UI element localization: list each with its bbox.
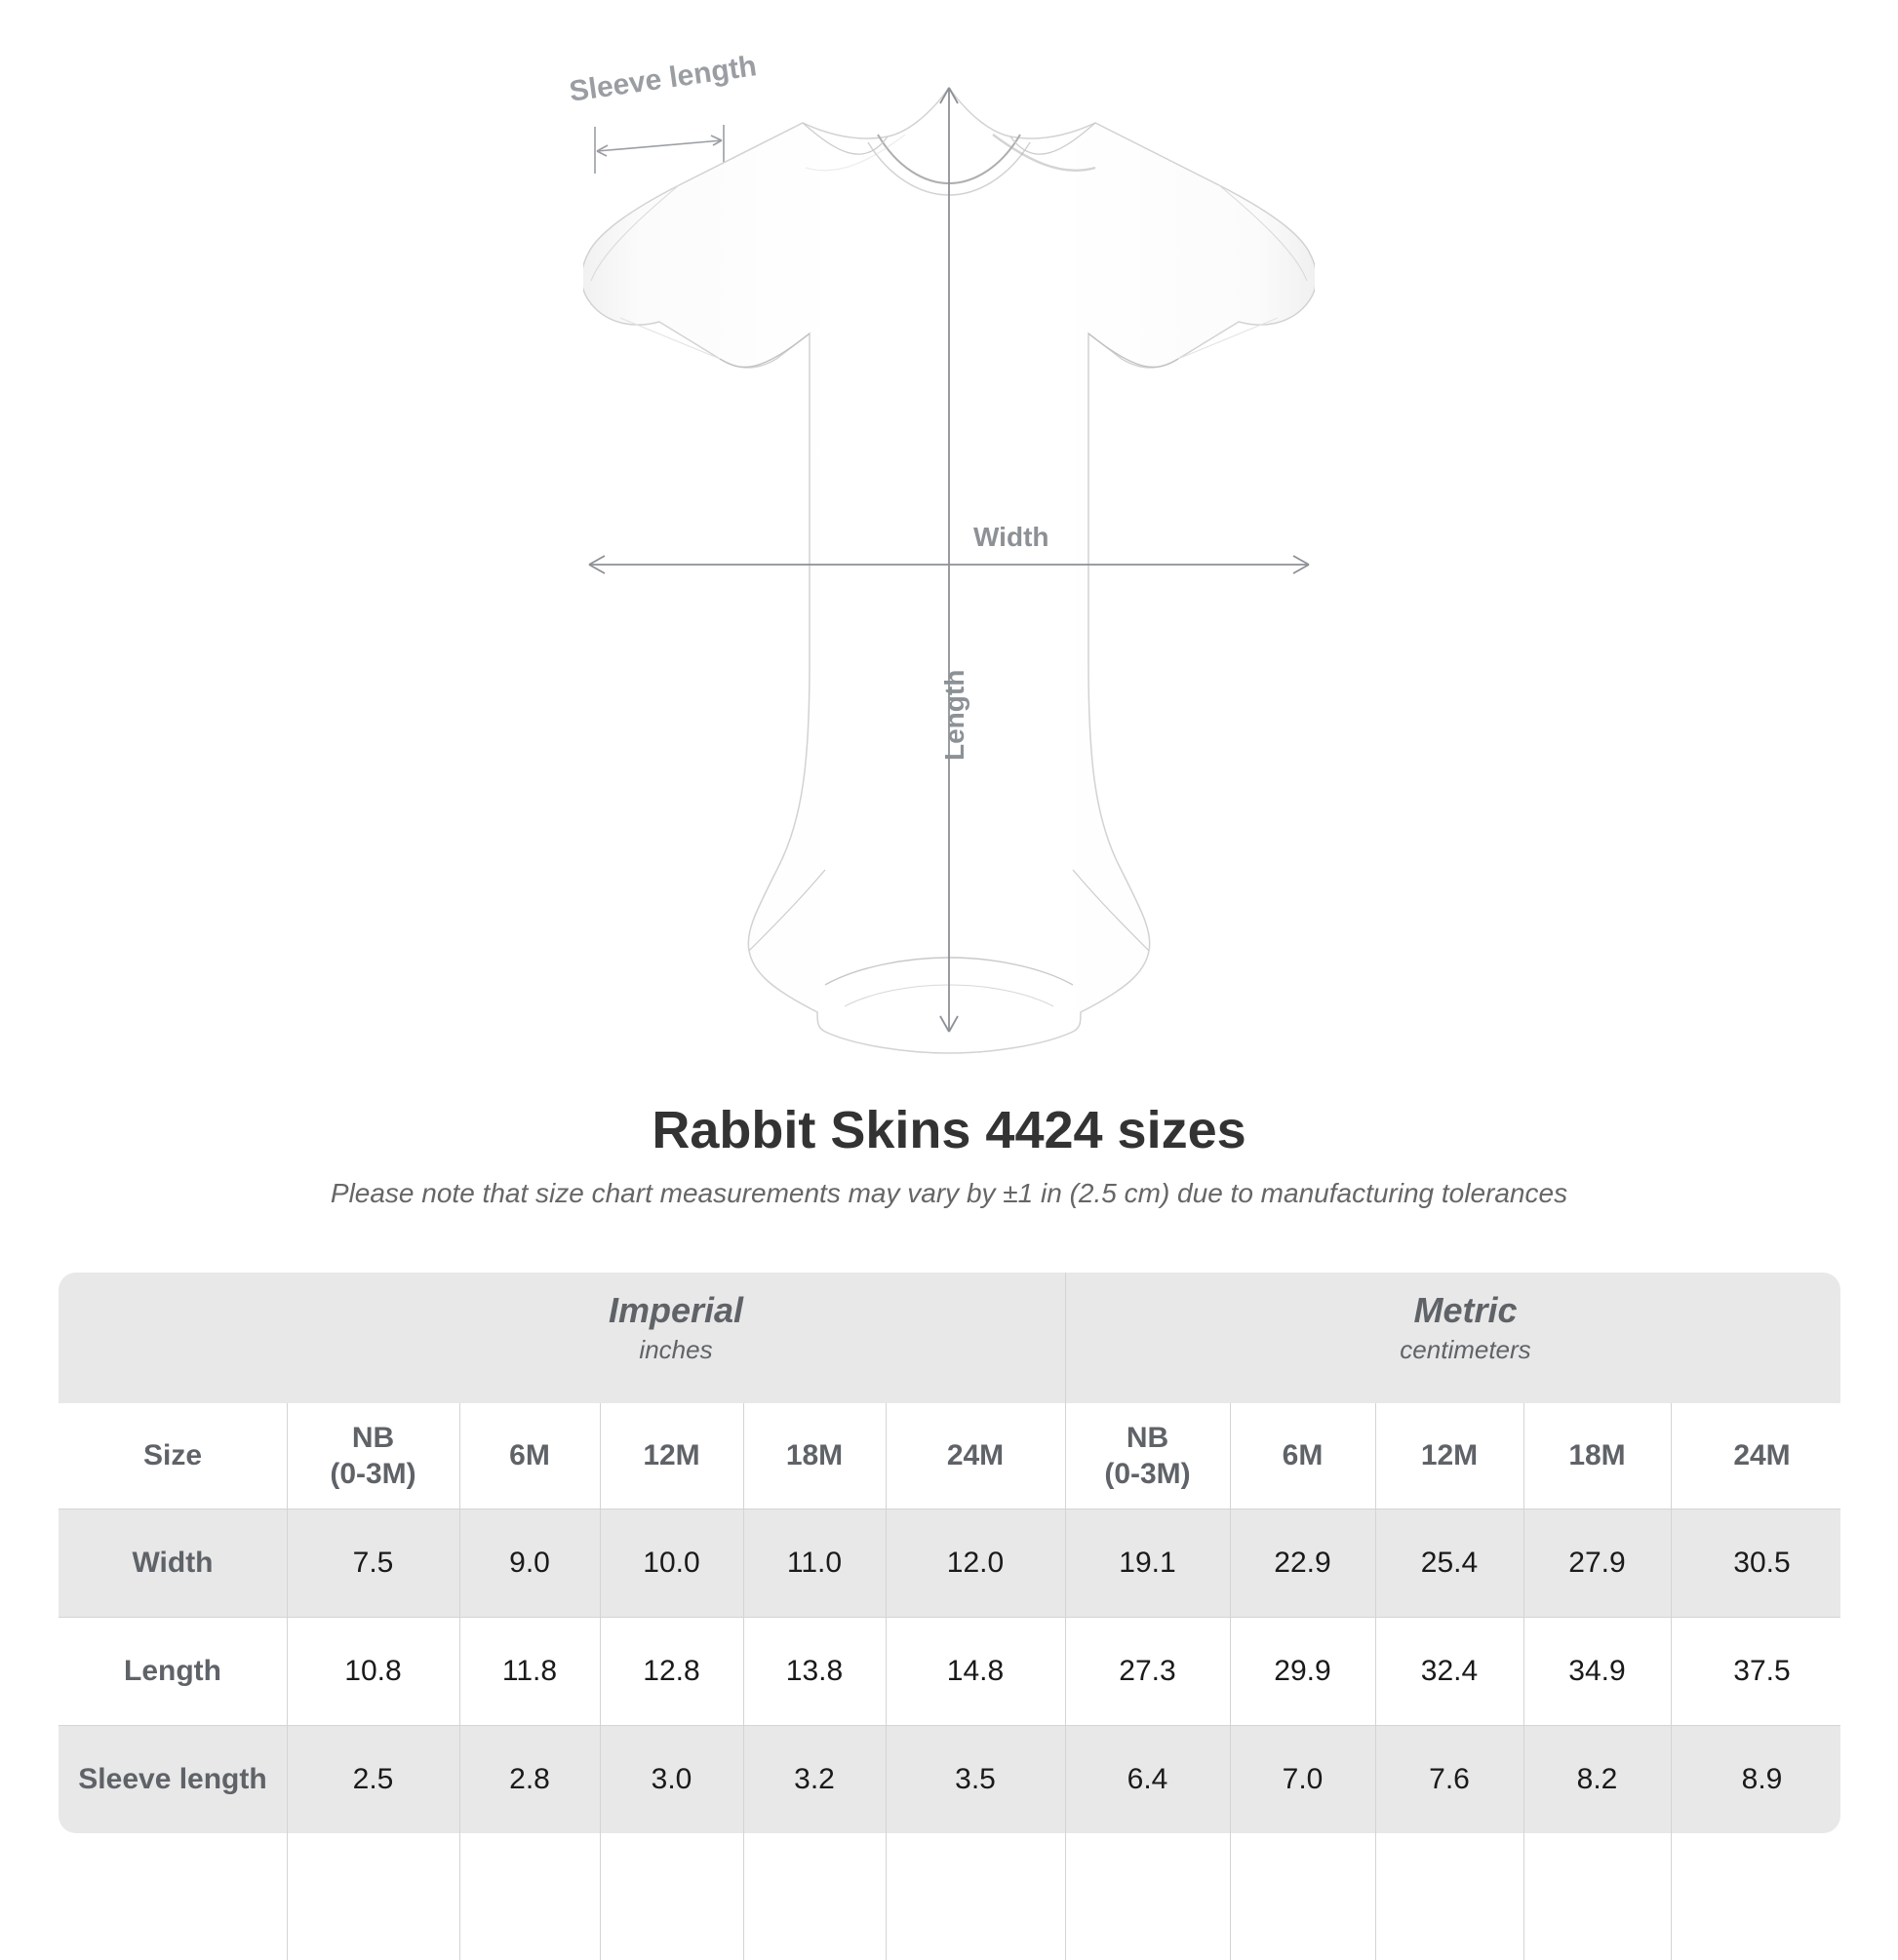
svg-text:Width: Width: [973, 522, 1049, 552]
svg-text:Length: Length: [939, 670, 969, 761]
